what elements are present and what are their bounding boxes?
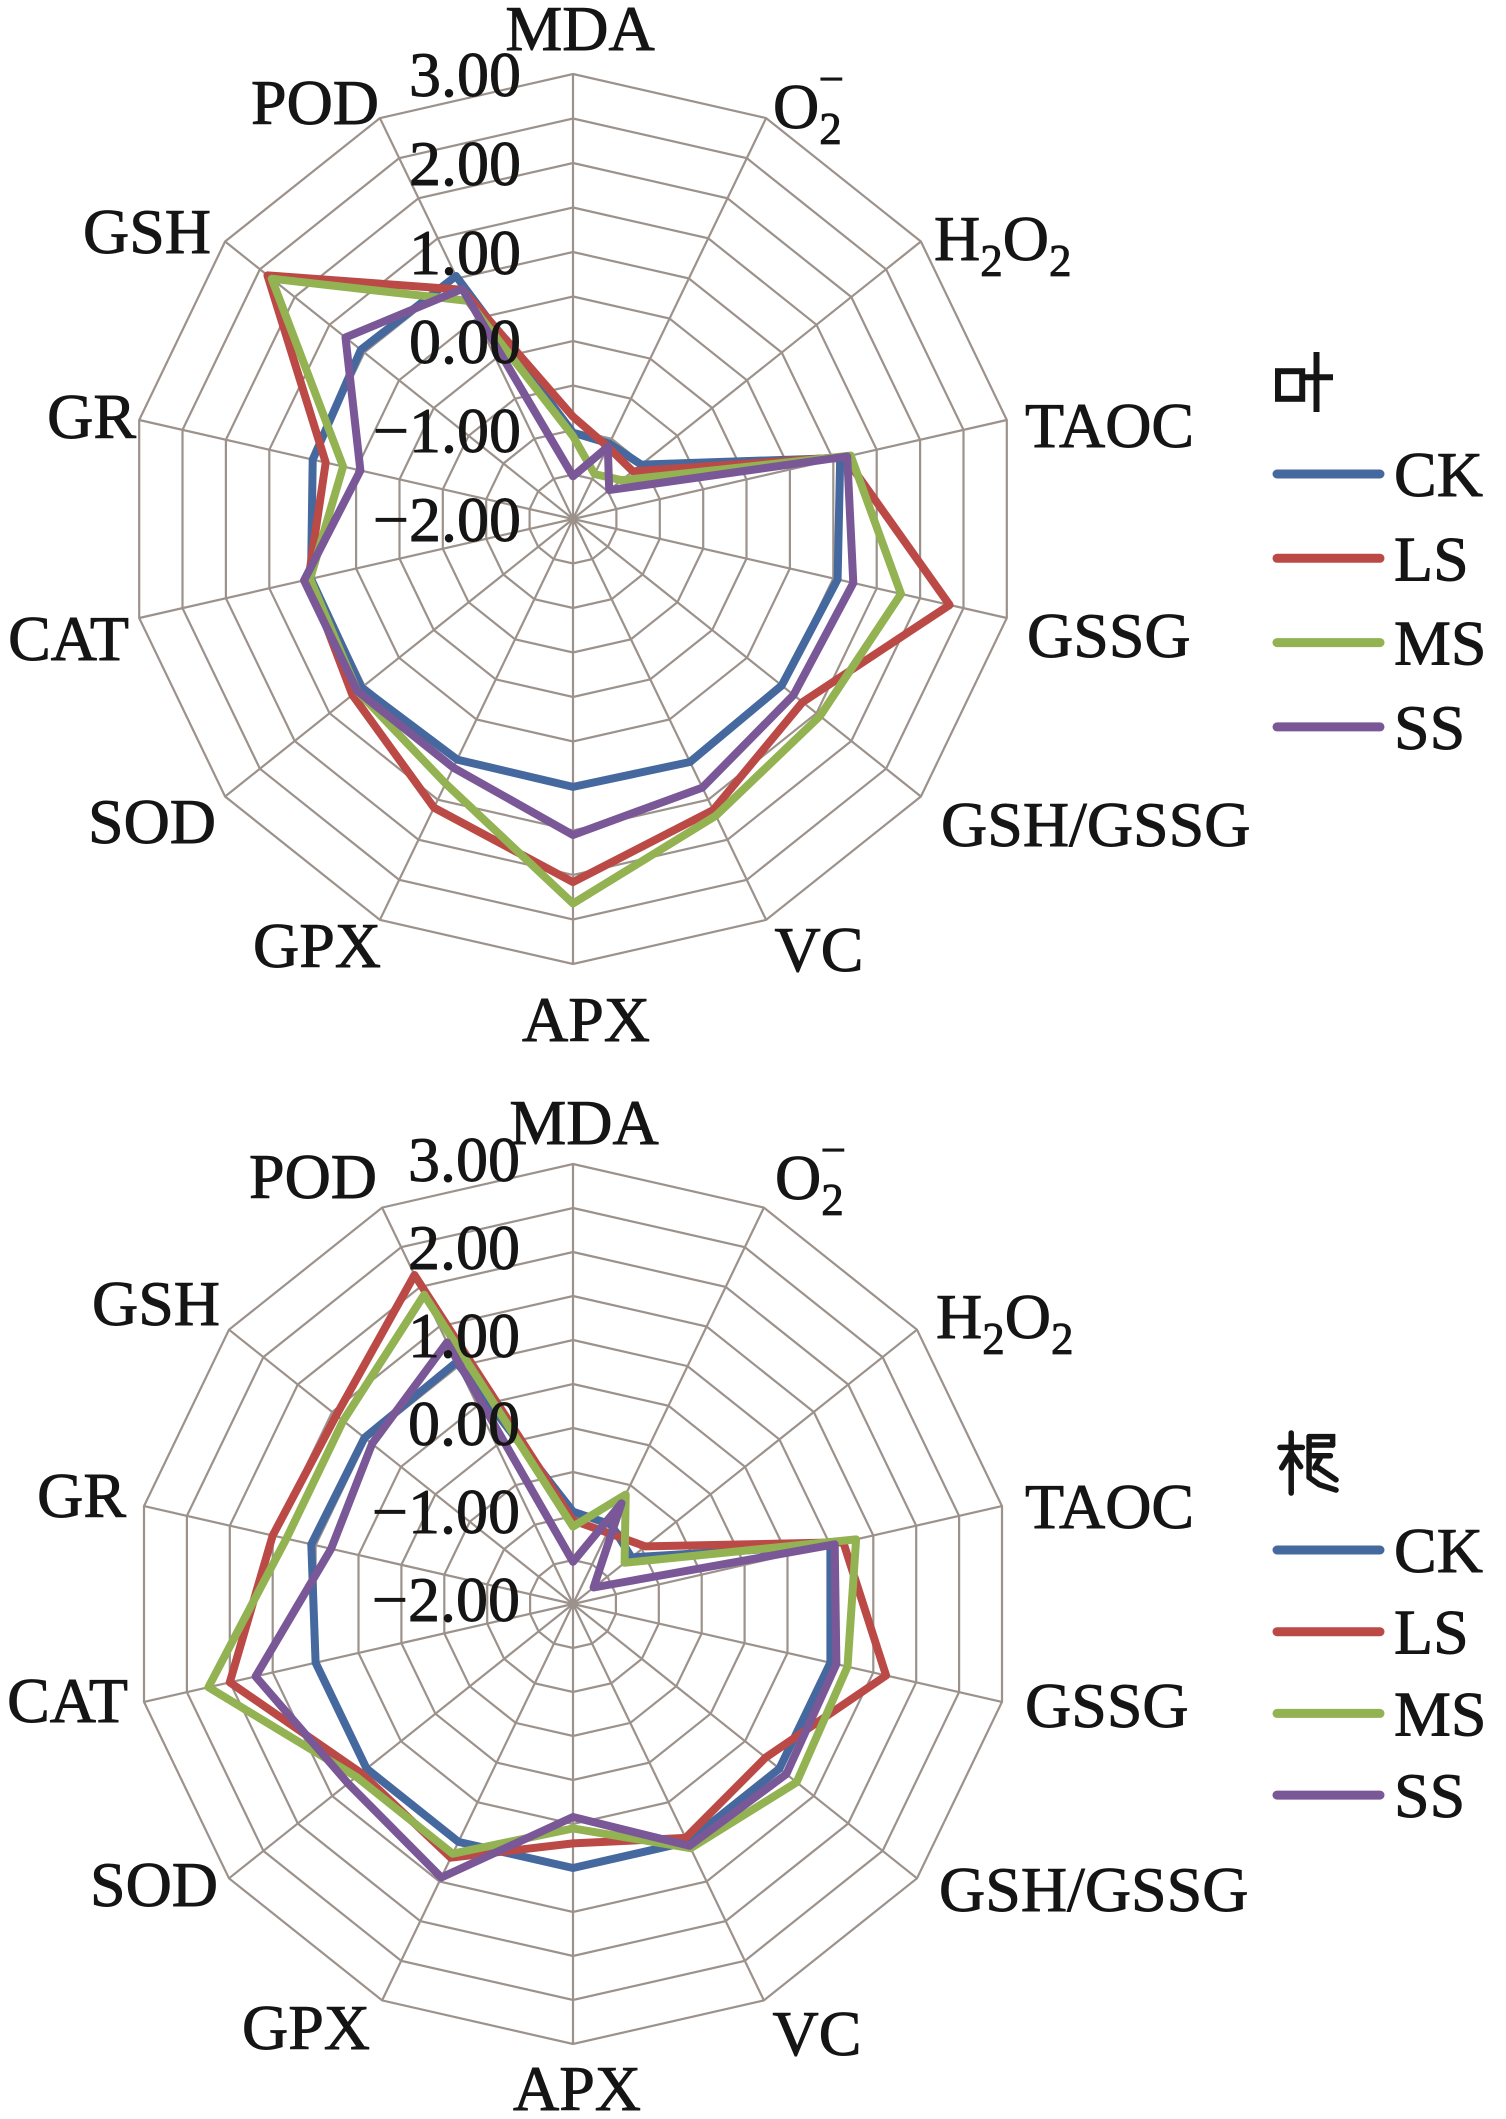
svg-text:H2O2: H2O2 <box>936 1281 1073 1364</box>
svg-text:1.00: 1.00 <box>409 217 521 288</box>
svg-text:−1.00: −1.00 <box>373 395 521 466</box>
svg-text:GSH: GSH <box>83 196 211 267</box>
svg-text:GSH/GSSG: GSH/GSSG <box>941 789 1250 860</box>
svg-text:GR: GR <box>47 381 136 452</box>
svg-text:GPX: GPX <box>242 1992 370 2063</box>
svg-text:VC: VC <box>773 1998 862 2069</box>
svg-text:H2O2: H2O2 <box>934 203 1071 286</box>
svg-text:3.00: 3.00 <box>408 1124 520 1195</box>
svg-text:SOD: SOD <box>90 1849 218 1920</box>
svg-text:−2.00: −2.00 <box>373 484 521 555</box>
svg-text:GSSG: GSSG <box>1027 600 1191 671</box>
svg-text:APX: APX <box>522 984 650 1055</box>
svg-text:−1.00: −1.00 <box>372 1476 520 1547</box>
svg-text:2.00: 2.00 <box>409 128 521 199</box>
svg-text:3.00: 3.00 <box>409 39 521 110</box>
svg-text:0.00: 0.00 <box>409 306 521 377</box>
svg-text:LS: LS <box>1394 1597 1469 1668</box>
svg-text:VC: VC <box>775 914 864 985</box>
svg-text:1.00: 1.00 <box>408 1300 520 1371</box>
svg-text:MDA: MDA <box>509 1087 658 1158</box>
svg-text:GSH: GSH <box>92 1268 220 1339</box>
svg-text:O2−: O2− <box>775 1125 846 1225</box>
svg-text:GSSG: GSSG <box>1025 1670 1189 1741</box>
svg-text:0.00: 0.00 <box>408 1388 520 1459</box>
svg-text:TAOC: TAOC <box>1025 1471 1194 1542</box>
svg-text:POD: POD <box>249 1141 377 1212</box>
svg-text:GR: GR <box>37 1460 126 1531</box>
svg-text:POD: POD <box>251 67 379 138</box>
svg-text:MS: MS <box>1394 608 1487 679</box>
svg-text:MDA: MDA <box>505 0 654 64</box>
svg-text:CK: CK <box>1394 1515 1483 1586</box>
svg-text:GPX: GPX <box>253 910 381 981</box>
svg-text:O2−: O2− <box>773 54 844 154</box>
svg-text:LS: LS <box>1394 523 1469 594</box>
svg-text:−2.00: −2.00 <box>372 1564 520 1635</box>
svg-text:GSH/GSSG: GSH/GSSG <box>939 1854 1248 1925</box>
svg-text:2.00: 2.00 <box>408 1212 520 1283</box>
svg-text:CAT: CAT <box>7 1665 128 1736</box>
svg-text:SS: SS <box>1394 692 1465 763</box>
svg-text:SS: SS <box>1394 1760 1465 1831</box>
svg-text:SOD: SOD <box>88 786 216 857</box>
svg-text:CAT: CAT <box>8 603 129 674</box>
svg-text:APX: APX <box>513 2053 641 2119</box>
svg-text:TAOC: TAOC <box>1025 390 1194 461</box>
svg-text:MS: MS <box>1394 1678 1487 1749</box>
svg-text:CK: CK <box>1394 439 1483 510</box>
